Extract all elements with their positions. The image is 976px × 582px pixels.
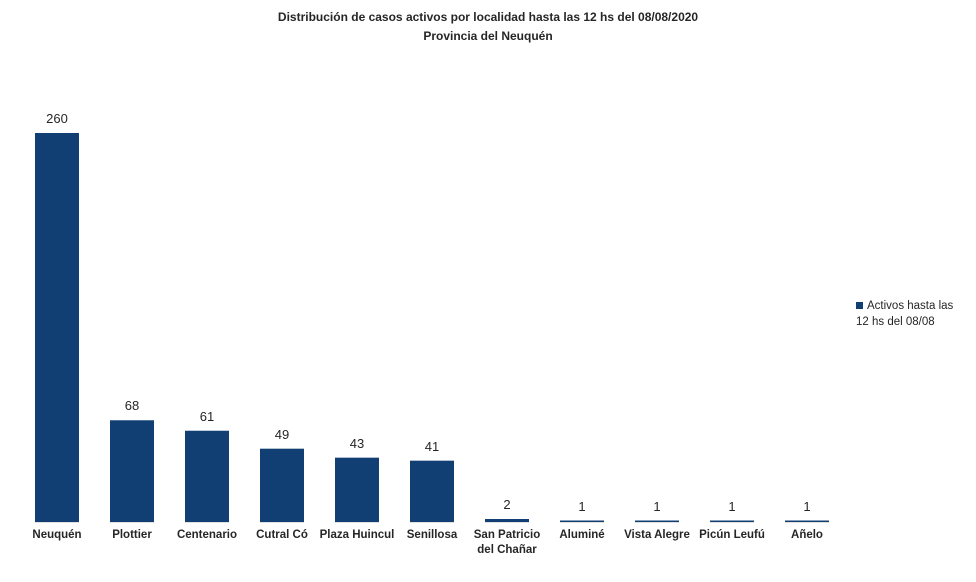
bar — [710, 520, 754, 522]
bar — [335, 457, 379, 522]
x-tick-label: Centenario — [176, 529, 238, 541]
x-tick-label: Senillosa — [406, 529, 458, 541]
value-label: 49 — [274, 426, 290, 442]
bar — [785, 520, 829, 522]
bar — [410, 460, 454, 522]
legend: Activos hasta las 12 hs del 08/08 — [856, 298, 968, 330]
x-tick-label: Picún Leufú — [699, 529, 765, 541]
x-tick-label: Neuquén — [32, 529, 82, 541]
value-label: 61 — [199, 408, 215, 424]
x-tick-label: Añelo — [791, 529, 823, 541]
bar — [185, 430, 229, 522]
value-label: 2 — [503, 497, 511, 512]
bar — [560, 520, 604, 522]
value-label: 1 — [728, 498, 736, 514]
chart-title: Distribución de casos activos por locali… — [277, 10, 699, 24]
value-label: 68 — [124, 398, 140, 414]
value-label: 41 — [424, 438, 440, 454]
chart-subtitle: Provincia del Neuquén — [423, 29, 553, 43]
x-tick-label: San Patricio del Chañar — [473, 529, 541, 556]
bar — [635, 520, 679, 522]
legend-label: Activos hasta las 12 hs del 08/08 — [856, 300, 954, 328]
bar — [260, 448, 304, 522]
x-tick-label: Plottier — [112, 529, 152, 541]
value-label: 1 — [578, 498, 586, 514]
value-label: 1 — [803, 498, 811, 514]
value-label: 260 — [46, 111, 68, 126]
x-tick-label: Plaza Huincul — [319, 529, 395, 541]
x-tick-label: Cutral Có — [256, 529, 308, 541]
x-tick-label: Vista Alegre — [624, 529, 690, 541]
bar — [485, 519, 529, 522]
value-label: 43 — [349, 435, 365, 451]
bar — [35, 133, 79, 522]
x-tick-label: Aluminé — [559, 529, 605, 541]
bar — [110, 420, 154, 522]
legend-swatch — [856, 302, 863, 309]
value-label: 1 — [653, 498, 661, 514]
